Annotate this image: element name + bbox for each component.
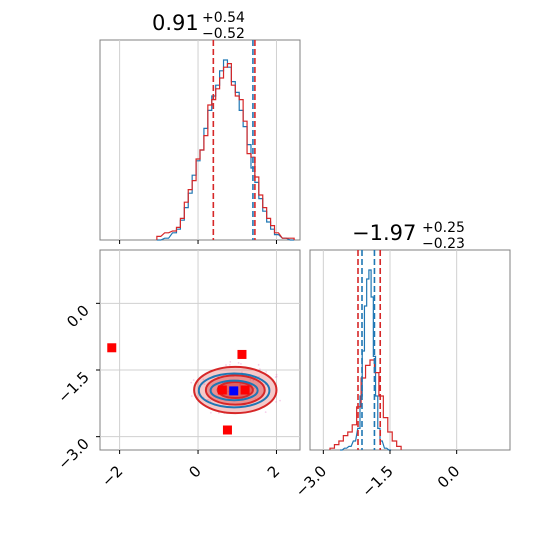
y-tick-label: −3.0 (54, 435, 92, 473)
red-square-marker (217, 385, 227, 395)
scatter-point (275, 375, 278, 378)
panel-marginal-2-title: −1.97 +0.25 −0.23 (352, 220, 465, 252)
histogram-series (156, 59, 295, 241)
panel-marginal-1-grid (119, 40, 277, 240)
title-2-plus: +0.25 (422, 220, 465, 236)
scatter-point (241, 371, 243, 374)
x-tick-label: 0.0 (434, 462, 464, 492)
scatter-point (258, 368, 261, 371)
x-tick-label: 2 (264, 462, 283, 481)
scatter-point (209, 411, 212, 414)
scatter-point (239, 384, 241, 387)
scatter-point (237, 362, 240, 364)
blue-square-marker (229, 386, 239, 396)
scatter-point (225, 364, 227, 366)
scatter-point (279, 399, 281, 402)
panel-marginal-1-quantile-lines (212, 40, 256, 240)
panel-marginal-1-frame (99, 39, 301, 241)
panel-joint-frame (99, 249, 301, 451)
panel-marginal-1-x-ticks (119, 240, 277, 244)
scatter-point (209, 400, 212, 402)
panel-joint-grid (100, 250, 300, 450)
scatter-point (275, 373, 278, 376)
scatter-point (207, 398, 210, 401)
title-1-value: 0.91 (152, 11, 199, 35)
title-2-minus: −0.23 (422, 236, 465, 252)
x-tick-label: −2 (98, 462, 126, 490)
red-square-marker (240, 385, 250, 395)
contour-level (197, 372, 271, 409)
scatter-point (228, 364, 231, 366)
scatter-point (253, 387, 256, 390)
panel-marginal-1-title: 0.91 +0.54 −0.52 (152, 10, 245, 42)
scatter-point (252, 379, 255, 382)
scatter-point (265, 370, 268, 373)
histogram-series (340, 269, 392, 451)
scatter-point (227, 390, 230, 393)
panel-joint-markers (107, 343, 250, 435)
histogram-series (329, 359, 402, 450)
title-1-plus: +0.54 (202, 10, 245, 26)
scatter-point (249, 378, 252, 381)
panel-marginal-2-grid (322, 250, 458, 450)
contour-level (209, 379, 259, 402)
scatter-point (275, 400, 277, 403)
x-tick-label: 0 (185, 462, 204, 481)
red-square-marker (107, 343, 117, 353)
scatter-point (192, 379, 195, 381)
histogram-series (156, 63, 295, 240)
scatter-point (203, 383, 206, 386)
panel-marginal-2-quantile-lines (357, 250, 382, 450)
scatter-point (240, 362, 242, 365)
scatter-point (190, 381, 193, 384)
title-1-minus: −0.52 (202, 26, 245, 42)
panel-marginal-1-histograms (156, 59, 295, 241)
red-square-marker (222, 425, 232, 435)
panel-joint-y-ticks: 0.0 −1.5 −3.0 (54, 301, 100, 473)
panel-joint-x-ticks: −2 0 2 (98, 450, 283, 490)
x-tick-label: −1.5 (358, 462, 396, 500)
scatter-point (239, 383, 242, 386)
y-tick-label: 0.0 (63, 301, 93, 331)
red-square-marker (237, 349, 247, 359)
scatter-point (190, 395, 193, 397)
scatter-point (229, 361, 232, 363)
scatter-point (264, 411, 267, 413)
scatter-point (202, 378, 205, 381)
x-tick-label: −3.0 (292, 462, 330, 500)
panel-marginal-2-x-ticks: −3.0 −1.5 0.0 (292, 450, 464, 501)
y-tick-label: −1.5 (54, 368, 92, 406)
panel-marginal-2-frame (309, 249, 511, 451)
scatter-point (257, 363, 260, 366)
scatter-point (274, 376, 277, 379)
title-2-value: −1.97 (352, 221, 416, 245)
